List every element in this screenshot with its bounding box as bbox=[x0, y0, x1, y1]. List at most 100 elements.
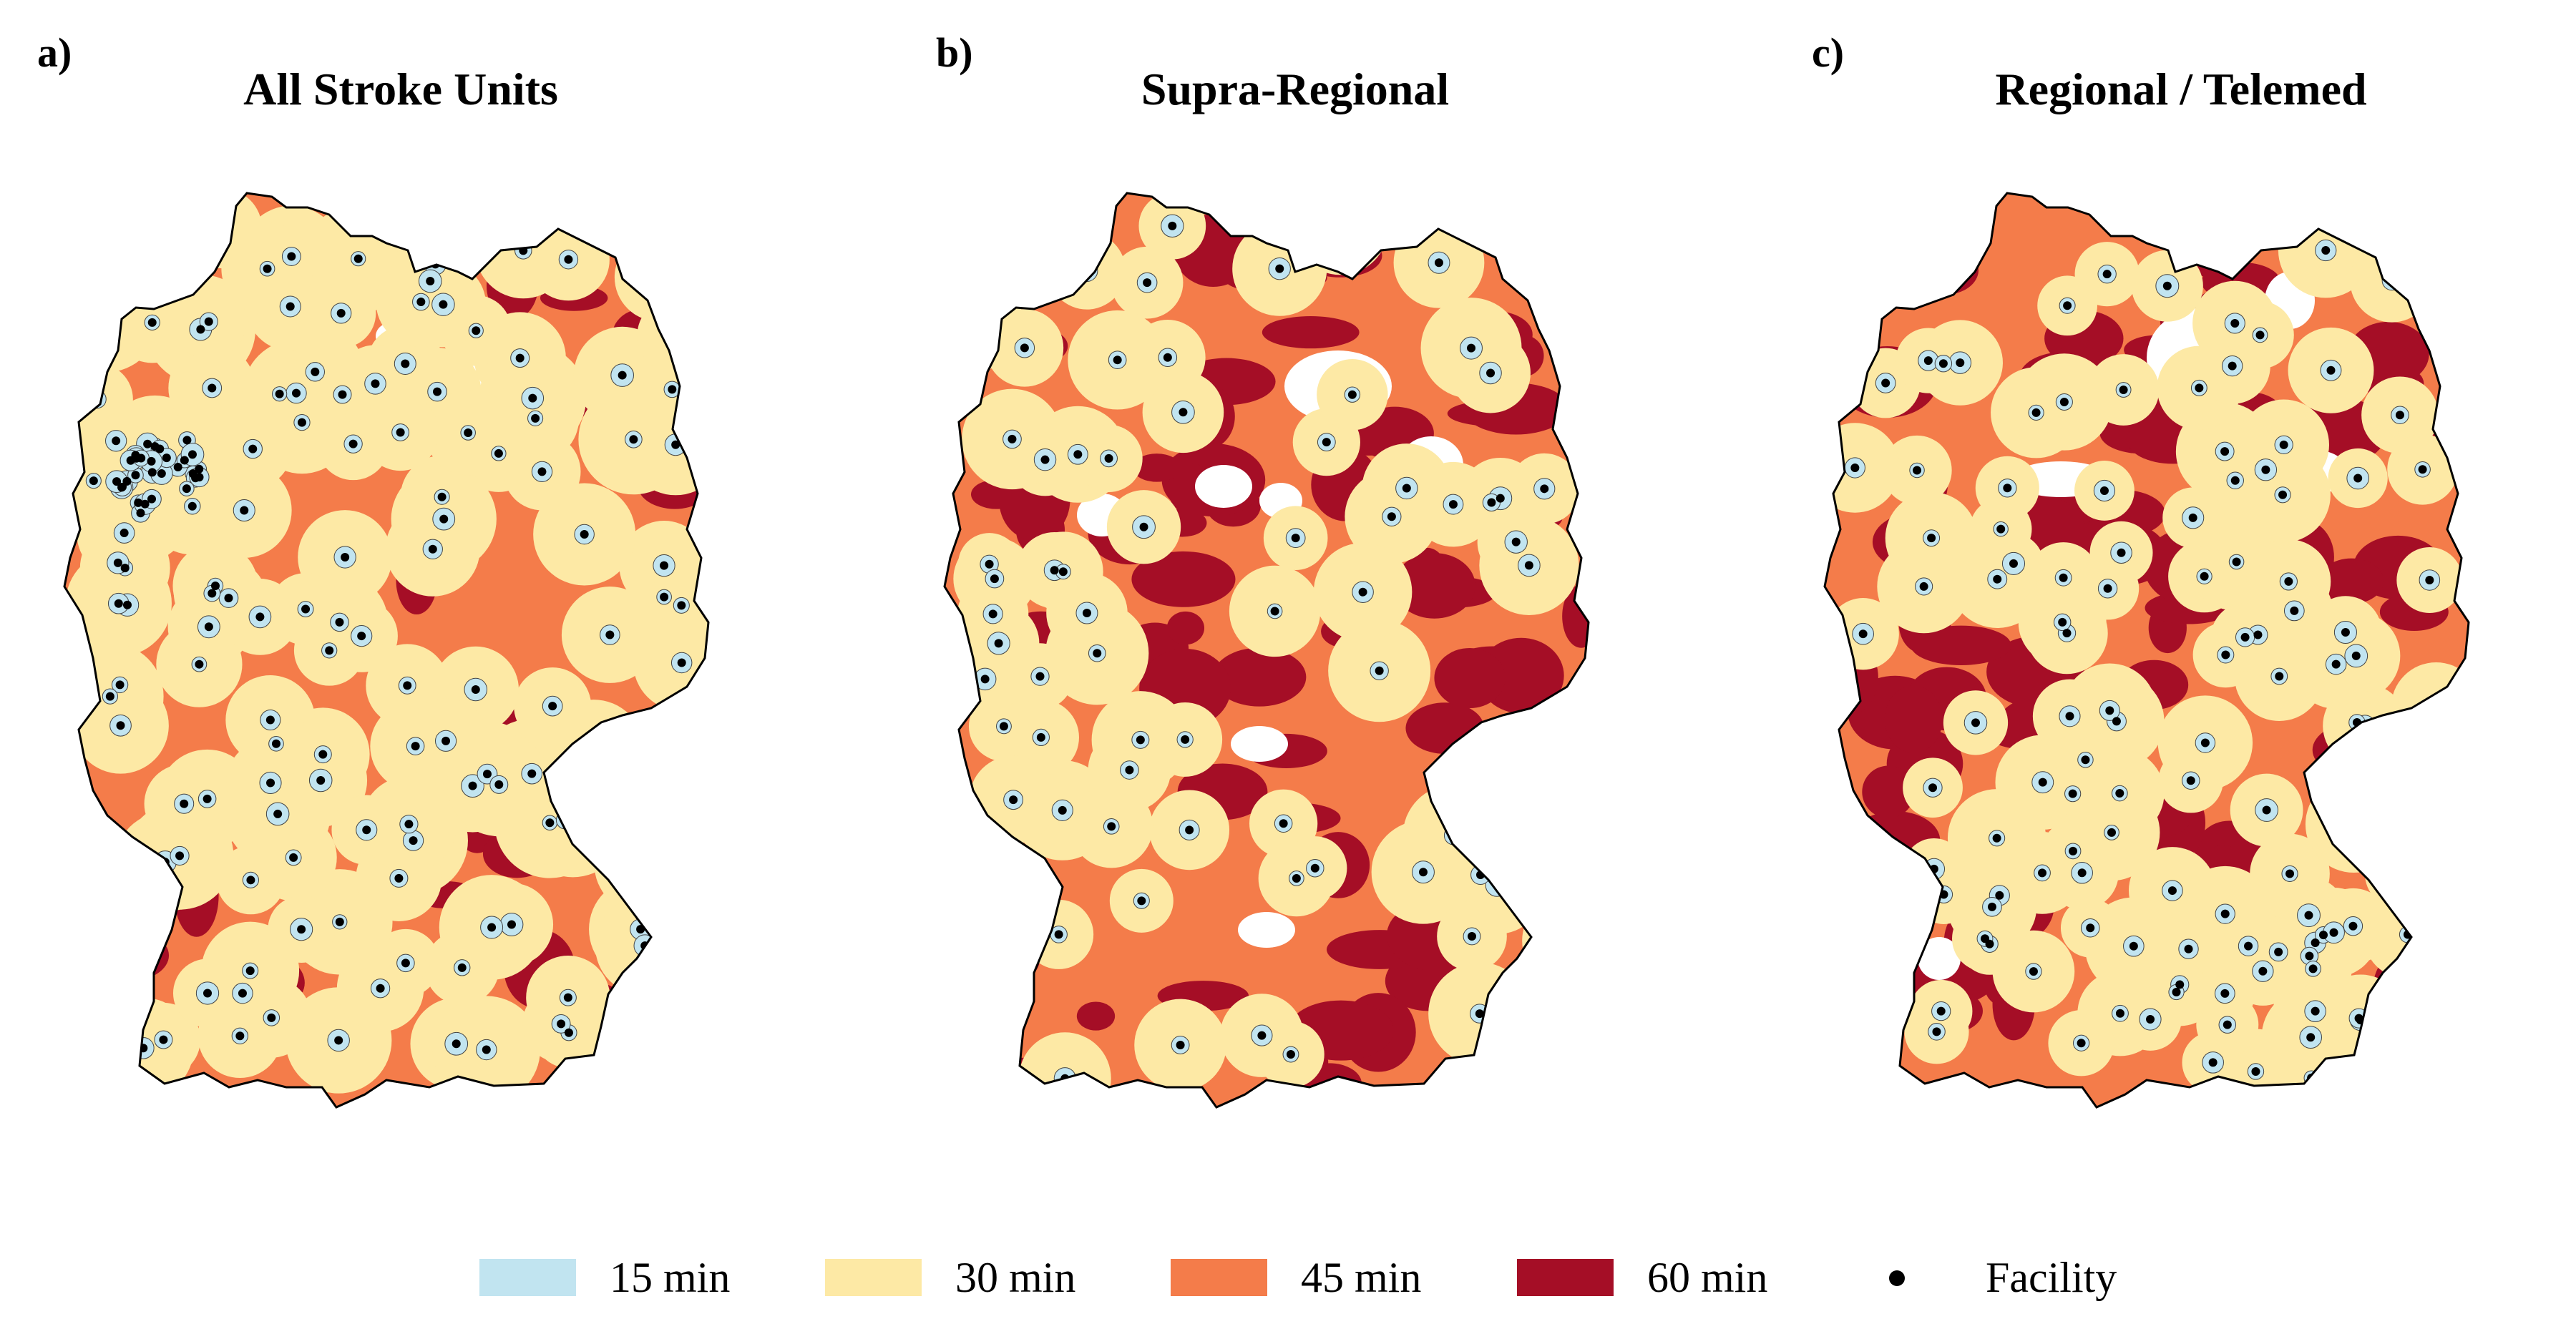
facility-point bbox=[112, 436, 121, 446]
facility-point bbox=[1291, 534, 1300, 543]
facility-point bbox=[2284, 577, 2293, 586]
facility-point bbox=[2275, 672, 2284, 681]
facility-point bbox=[1176, 1040, 1185, 1049]
facility-point bbox=[515, 353, 525, 363]
facility-point bbox=[1050, 566, 1059, 575]
isochrone-60-patch bbox=[89, 929, 170, 981]
facility-point bbox=[2418, 465, 2427, 474]
isochrone-15-zone bbox=[1506, 828, 1523, 845]
facility-point bbox=[2308, 964, 2318, 974]
facility-point bbox=[1938, 359, 1948, 368]
facility-point bbox=[147, 468, 157, 477]
facility-point bbox=[2112, 717, 2121, 726]
panel-letter: b) bbox=[936, 29, 973, 76]
facility-point bbox=[1082, 609, 1091, 618]
legend-swatch-60 bbox=[1517, 1259, 1614, 1296]
facility-point bbox=[2262, 805, 2271, 815]
facility-point bbox=[1179, 408, 1188, 417]
isochrone-60-patch bbox=[643, 798, 708, 864]
facility-point bbox=[1563, 936, 1573, 946]
facility-point bbox=[1143, 278, 1152, 288]
facility-point bbox=[203, 794, 212, 803]
facility-point bbox=[494, 780, 504, 789]
isochrone-30-zone bbox=[614, 232, 703, 322]
facility-point bbox=[1511, 537, 1521, 546]
facility-point bbox=[195, 473, 204, 482]
isochrone-15-zone bbox=[101, 291, 123, 313]
facility-point bbox=[1540, 484, 1549, 494]
facility-point bbox=[210, 581, 220, 590]
facility-point bbox=[292, 388, 301, 398]
panel-letter: c) bbox=[1812, 29, 1845, 76]
facility-point bbox=[114, 599, 123, 608]
facility-point bbox=[2162, 281, 2172, 290]
facility-point bbox=[2102, 270, 2112, 279]
isochrone-30-zone bbox=[1531, 962, 1589, 1045]
facility-point bbox=[2431, 702, 2441, 712]
facility-point bbox=[1136, 735, 1145, 745]
isochrone-60-patch bbox=[985, 894, 1056, 927]
isochrone-15-zone bbox=[2421, 820, 2444, 843]
facility-point bbox=[1113, 355, 1122, 365]
facility-point bbox=[670, 331, 680, 340]
isochrone-15-zone bbox=[595, 760, 620, 784]
facility-point bbox=[2188, 513, 2197, 522]
facility-point bbox=[204, 317, 213, 326]
facility-point bbox=[335, 617, 344, 627]
facility-point bbox=[117, 482, 127, 491]
facility-point bbox=[563, 993, 572, 1002]
country-border bbox=[1823, 192, 2470, 1109]
isochrone-15-zone bbox=[633, 854, 654, 875]
facility-point bbox=[1009, 795, 1018, 805]
facility-point bbox=[1850, 463, 1860, 472]
facility-point bbox=[289, 853, 298, 862]
facility-point bbox=[1956, 358, 1965, 368]
facility-point bbox=[2186, 776, 2195, 785]
germany-map-regional bbox=[1823, 192, 2470, 1109]
facility-point bbox=[1927, 534, 1936, 543]
facility-point bbox=[2321, 246, 2331, 255]
facility-point bbox=[1163, 353, 1172, 362]
facility-point bbox=[494, 448, 503, 458]
panel-regional-telemed: c) Regional / Telemed bbox=[1760, 0, 2576, 1180]
isochrone-60-patch bbox=[2368, 719, 2404, 748]
isochrone-60-patch bbox=[2392, 710, 2435, 784]
isochrone-60-patch bbox=[1393, 553, 1475, 619]
facility-point bbox=[976, 321, 985, 330]
facility-point bbox=[457, 963, 467, 972]
facility-point bbox=[568, 819, 577, 828]
facility-point bbox=[2029, 967, 2038, 976]
isochrone-layer bbox=[1825, 193, 2469, 1107]
facility-point bbox=[2311, 1006, 2320, 1016]
facility-point bbox=[311, 367, 320, 376]
facility-point bbox=[2059, 573, 2068, 582]
facility-point bbox=[999, 722, 1008, 731]
facility-point bbox=[1058, 567, 1068, 577]
facility-point bbox=[245, 966, 255, 976]
facility-point bbox=[647, 1037, 656, 1046]
facility-point bbox=[668, 385, 677, 394]
facility-point bbox=[2446, 1033, 2456, 1042]
uncovered-area bbox=[1195, 465, 1252, 508]
panel-letter: a) bbox=[37, 29, 72, 76]
isochrone-30-zone bbox=[2403, 990, 2469, 1086]
facility-point bbox=[645, 1019, 655, 1028]
facility-point bbox=[267, 1013, 276, 1022]
isochrone-30-zone bbox=[652, 817, 708, 893]
isochrone-15-zone bbox=[664, 844, 684, 863]
facility-point bbox=[1402, 484, 1411, 493]
isochrone-60-patch bbox=[1911, 625, 2011, 665]
facility-point bbox=[545, 818, 555, 828]
facility-point bbox=[1992, 833, 2001, 843]
facility-point bbox=[677, 658, 686, 667]
facility-point bbox=[2255, 330, 2265, 340]
facility-point bbox=[182, 484, 191, 494]
country-border bbox=[943, 192, 1590, 1109]
facility-point bbox=[2220, 989, 2230, 998]
facility-point bbox=[1987, 902, 1996, 911]
facility-point bbox=[1971, 718, 1980, 727]
panel-title: All Stroke Units bbox=[243, 64, 558, 114]
facility-point bbox=[126, 456, 135, 465]
facility-point bbox=[2230, 476, 2240, 485]
facility-point bbox=[362, 825, 371, 835]
